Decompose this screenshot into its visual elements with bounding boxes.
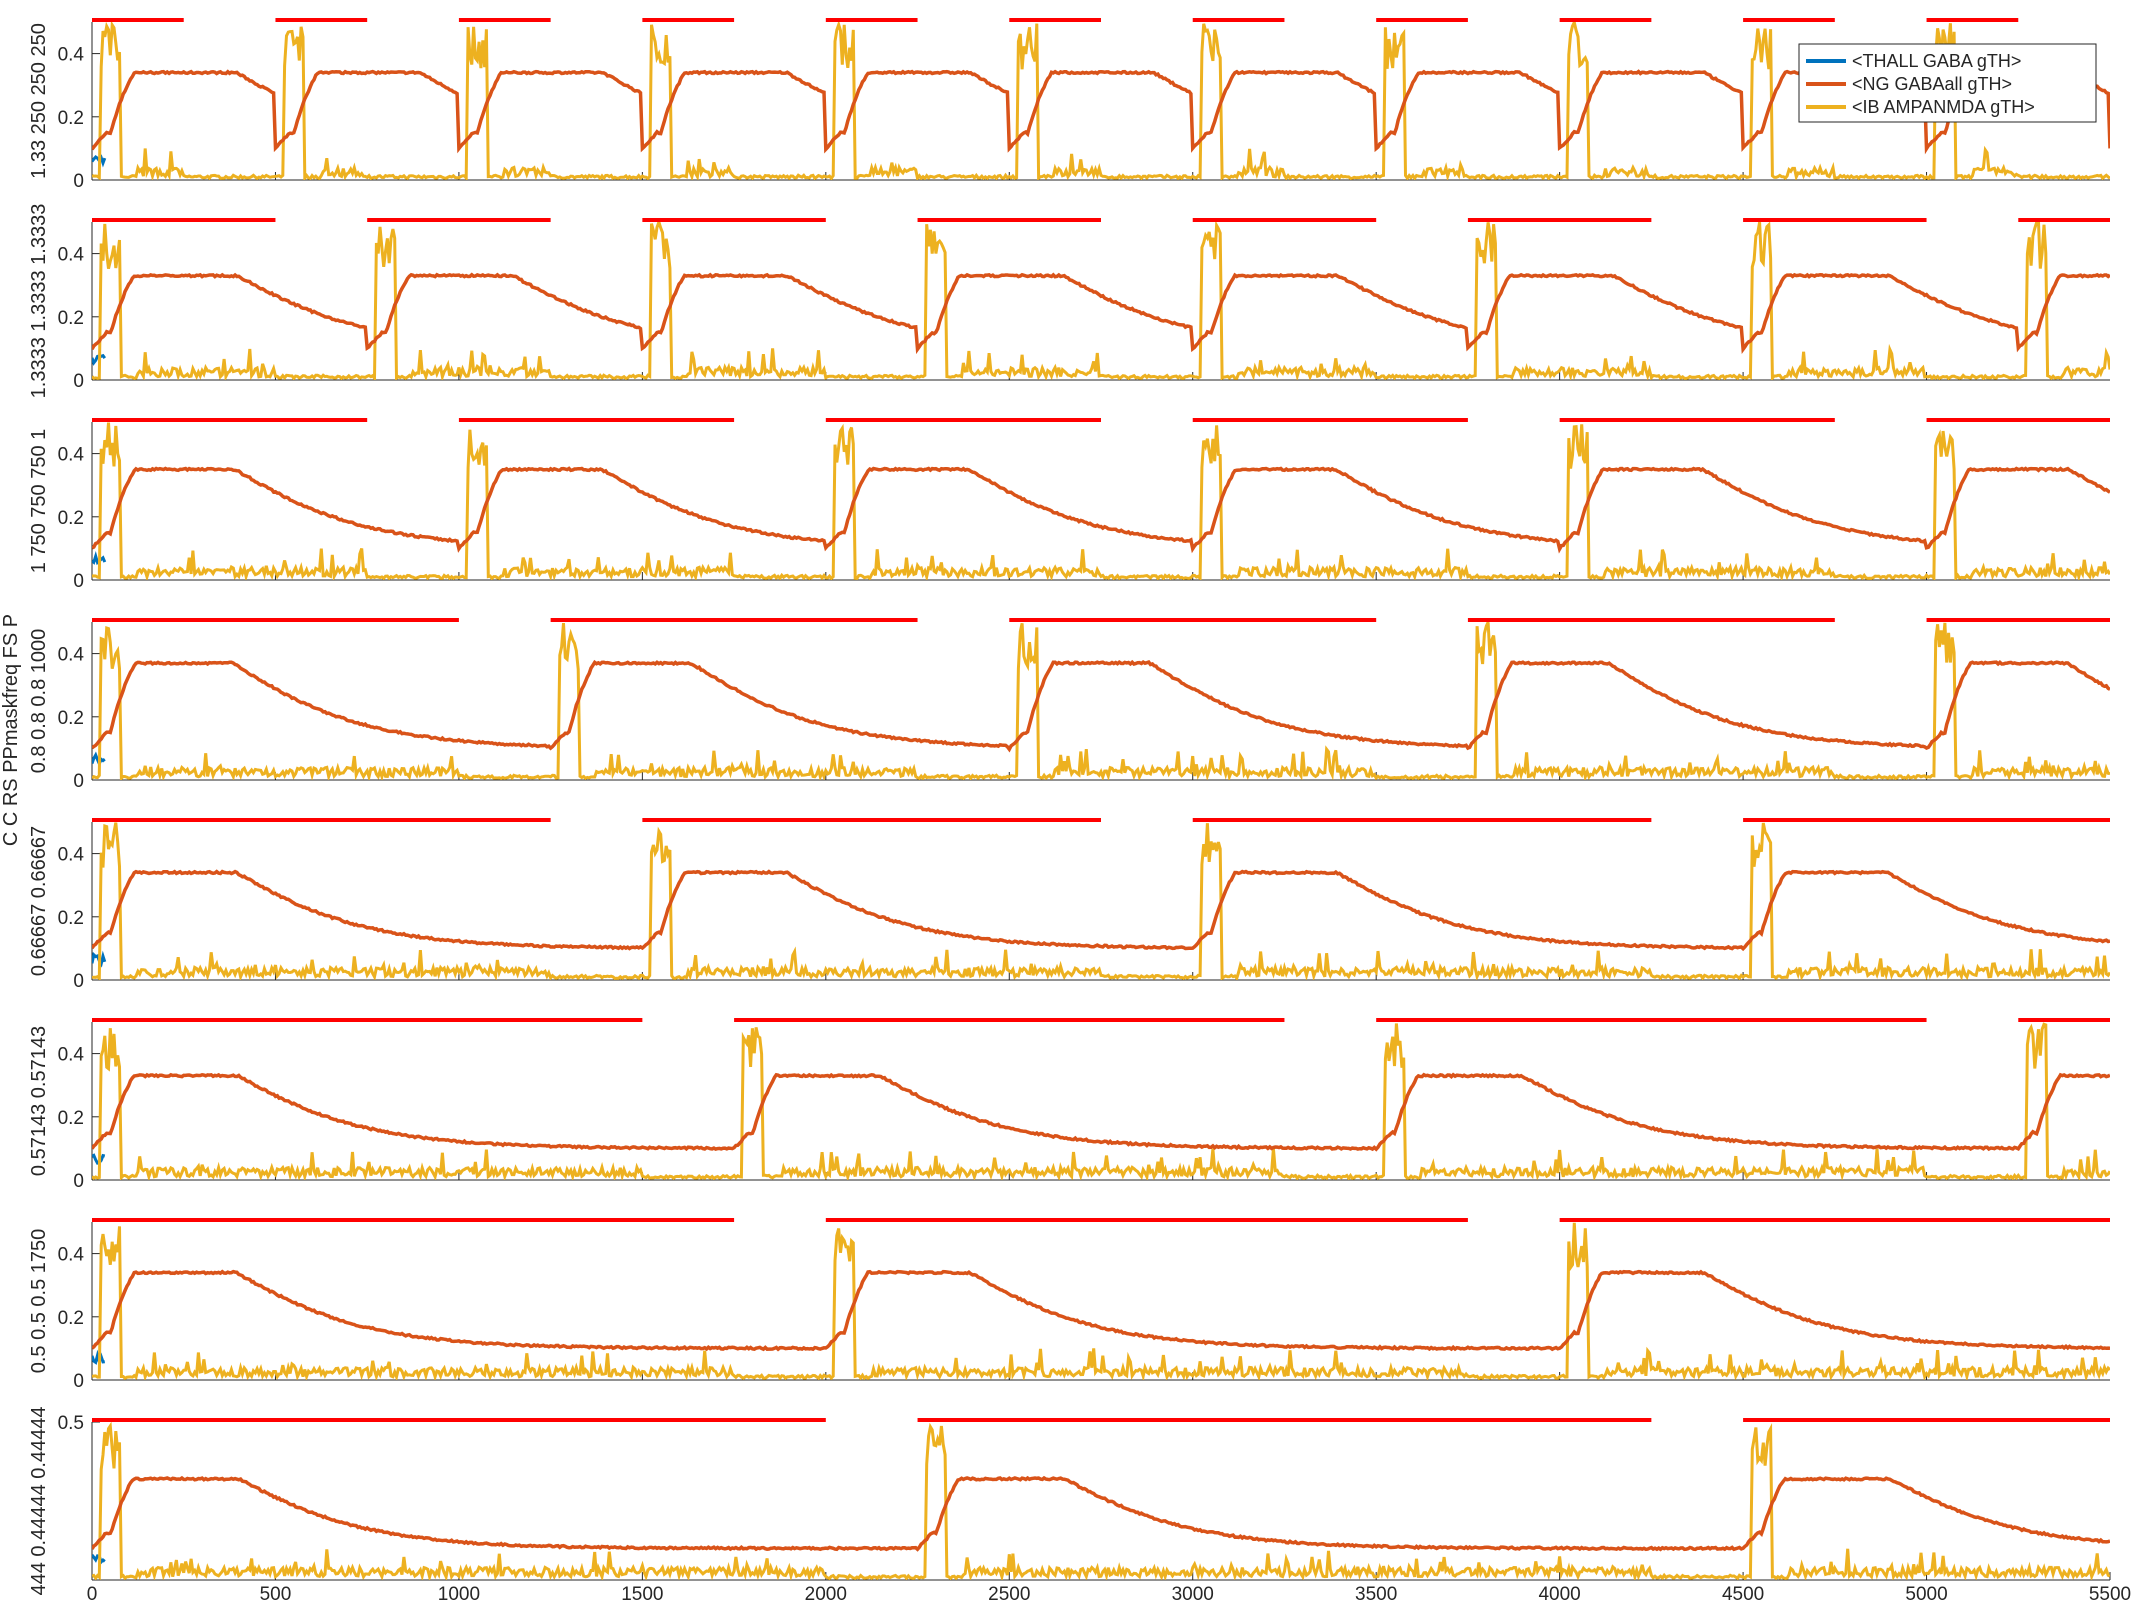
traces <box>92 1421 2110 1580</box>
y-tick-label: 0.4 <box>58 845 85 866</box>
y-tick-label: 0.4 <box>58 445 85 466</box>
panel-5: 0.66667 0.66667 0 0.2 0.4 <box>28 818 2110 992</box>
series-ib <box>92 422 2110 580</box>
y-tick-label: 0.5 <box>58 1413 84 1434</box>
y-tick-label: 0 <box>73 1171 84 1192</box>
panel-label: 1 750 750 750 1 <box>28 429 50 574</box>
y-tick-label: 0.4 <box>58 1045 85 1066</box>
panel-4: 0.8 0.8 0.8 1000 0 0.2 0.4 <box>28 618 2110 792</box>
series-ib <box>92 621 2110 780</box>
x-tick-label: 2500 <box>988 1584 1030 1600</box>
traces <box>92 422 2110 580</box>
panel-label: 0.8 0.8 0.8 1000 <box>28 629 50 774</box>
x-tick-label: 500 <box>260 1584 292 1600</box>
traces <box>92 1022 2110 1180</box>
y-tick-label: 0.2 <box>58 1108 84 1129</box>
series-ng <box>92 1072 2110 1152</box>
panel-label: 0.57143 0.57143 <box>28 1026 50 1176</box>
y-tick-label: 0.2 <box>58 108 84 129</box>
y-tick-label: 0.2 <box>58 1308 84 1329</box>
x-tick-label: 5500 <box>2089 1584 2131 1600</box>
series-ng <box>92 466 2110 554</box>
panel-label: 0.5 0.5 0.5 1750 <box>28 1229 50 1374</box>
traces <box>92 20 2110 180</box>
x-tick-label: 0 <box>87 1584 98 1600</box>
panel-label: 444 0.44444 0.44444 <box>28 1406 50 1595</box>
x-tick-label: 1000 <box>438 1584 480 1600</box>
panel-label: 1.33 250 250 250 <box>28 23 50 179</box>
y-tick-label: 0 <box>73 771 84 792</box>
legend-label-thall: <THALL GABA gTH> <box>1852 51 2021 71</box>
panel-label: 1.3333 1.3333 1.3333 <box>28 204 50 399</box>
y-tick-label: 0 <box>73 571 84 592</box>
panel-3: 1 750 750 750 1 0 0.2 0.4 <box>28 418 2110 592</box>
x-tick-label: 4000 <box>1538 1584 1580 1600</box>
y-tick-label: 0.2 <box>58 308 84 329</box>
legend: <THALL GABA gTH> <NG GABAall gTH> <IB AM… <box>1798 43 2097 123</box>
y-tick-label: 0 <box>73 1371 84 1392</box>
traces <box>92 621 2110 780</box>
series-ng <box>92 1475 2110 1552</box>
x-tick-label: 3000 <box>1172 1584 1214 1600</box>
series-ib <box>92 20 2110 180</box>
traces <box>92 220 2110 380</box>
series-ng <box>92 69 2110 155</box>
x-tick-label: 5000 <box>1905 1584 1947 1600</box>
x-tick-label: 3500 <box>1355 1584 1397 1600</box>
legend-label-ng: <NG GABAall gTH> <box>1852 74 2012 94</box>
y-tick-label: 0.4 <box>58 45 85 66</box>
series-ng <box>92 659 2110 753</box>
y-tick-label: 0.4 <box>58 245 85 266</box>
series-ib <box>92 1421 2110 1580</box>
y-tick-label: 0.2 <box>58 508 84 529</box>
y-tick-label: 0 <box>73 971 84 992</box>
y-tick-label: 0.2 <box>58 708 84 729</box>
series-ib <box>92 1222 2110 1380</box>
series-ng <box>92 272 2110 355</box>
figure-ylabel: C C RS PPmaskfreq FS P <box>0 614 22 846</box>
panel-1: 1.33 250 250 250 0 0.2 0.4 <box>28 18 2110 192</box>
series-ib <box>92 1022 2110 1180</box>
legend-box <box>1798 43 2097 123</box>
legend-label-ib: <IB AMPANMDA gTH> <box>1852 97 2035 117</box>
series-ng <box>92 1269 2110 1352</box>
traces <box>92 1222 2110 1380</box>
y-tick-label: 0.2 <box>58 908 84 929</box>
y-tick-label: 0.4 <box>58 645 85 666</box>
panel-2: 1.3333 1.3333 1.3333 0 0.2 0.4 <box>28 204 2110 399</box>
x-tick-label: 4500 <box>1722 1584 1764 1600</box>
series-ng <box>92 869 2110 952</box>
y-tick-label: 0 <box>73 371 84 392</box>
series-ib <box>92 220 2110 380</box>
traces <box>92 822 2110 980</box>
panel-8: 444 0.44444 0.44444 0.5 0 500 1000 1500 2000 25… <box>28 1406 2131 1600</box>
panel-6: 0.57143 0.57143 0 0.2 0.4 <box>28 1018 2110 1192</box>
panel-7: 0.5 0.5 0.5 1750 0 0.2 0.4 <box>28 1218 2110 1392</box>
x-tick-label: 2000 <box>805 1584 847 1600</box>
x-tick-label: 1500 <box>621 1584 663 1600</box>
series-ib <box>92 822 2110 980</box>
panel-label: 0.66667 0.66667 <box>28 826 50 976</box>
y-tick-label: 0.4 <box>58 1245 85 1266</box>
y-tick-label: 0 <box>73 171 84 192</box>
